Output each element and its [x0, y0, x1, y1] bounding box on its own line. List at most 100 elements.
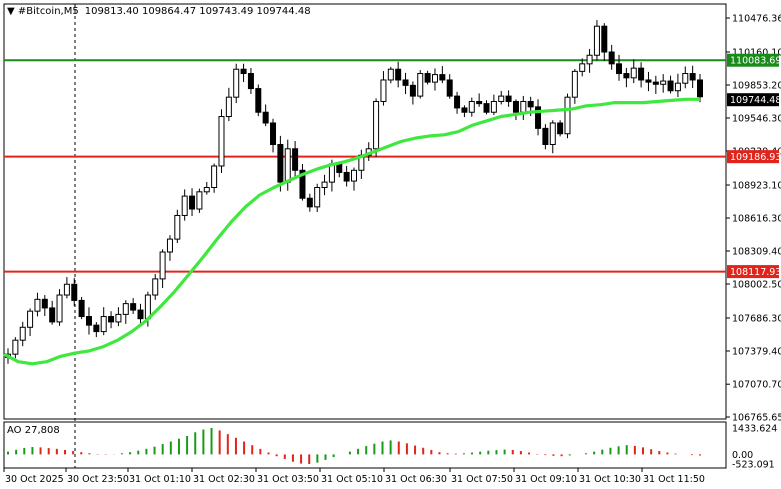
candle [63, 277, 70, 299]
candle [682, 66, 689, 89]
candle [446, 74, 453, 99]
candle [601, 23, 608, 61]
ao-label: AO 27,808 [7, 425, 60, 436]
candle [417, 70, 424, 99]
level-label-bg-support-2 [727, 265, 779, 279]
candle [218, 109, 225, 174]
candle [535, 99, 542, 136]
candle [85, 307, 92, 335]
candle [439, 66, 446, 84]
main-frame-border [3, 3, 727, 420]
awesome-oscillator-bars [7, 428, 701, 464]
candle [108, 311, 115, 329]
candle [174, 209, 181, 244]
candlesticks [5, 20, 703, 364]
candle [630, 59, 637, 84]
candle [652, 75, 659, 94]
candle [130, 298, 137, 314]
candle [674, 73, 681, 98]
price-tick-label: 110160.10 [732, 48, 781, 59]
candle [608, 44, 615, 70]
candle [262, 104, 269, 127]
price-tick-label: 108923.10 [732, 181, 781, 192]
candle [431, 68, 438, 91]
candle [623, 67, 630, 88]
candle [395, 61, 402, 88]
candle [409, 81, 416, 105]
candle [255, 84, 262, 117]
candle [645, 71, 652, 92]
candle [549, 120, 556, 154]
candle [593, 20, 600, 61]
candle [203, 181, 210, 195]
price-tick-label: 108309.40 [732, 247, 781, 258]
price-level-labels: 110083.69 109186.93 108117.93 109744.48 [727, 53, 781, 279]
candle [557, 120, 564, 137]
chart-title: ▼ #Bitcoin,M5 109813.40 109864.47 109743.… [7, 6, 311, 17]
time-tick-label: 31 Oct 02:30 [193, 474, 255, 485]
candle [321, 174, 328, 196]
price-tick-label: 108002.50 [732, 280, 781, 291]
candle [490, 94, 497, 116]
time-tick-label: 31 Oct 01:10 [129, 474, 191, 485]
candle [461, 105, 468, 118]
candle [306, 193, 313, 212]
candle [468, 97, 475, 117]
chart-title-indicator: ▼ [7, 6, 18, 17]
candle [667, 75, 674, 94]
candle [542, 124, 549, 150]
candle [19, 321, 26, 347]
candle [512, 99, 519, 121]
level-label-support-2: 108117.93 [730, 267, 781, 278]
candle [373, 98, 380, 157]
candle [505, 90, 512, 107]
candle [152, 274, 159, 300]
candle [402, 72, 409, 95]
candle [78, 296, 85, 320]
candle [137, 303, 144, 324]
candle [115, 307, 122, 327]
time-tick-label: 30 Oct 23:50 [67, 474, 129, 485]
candle [56, 289, 63, 326]
candle [71, 277, 78, 307]
candle [616, 54, 623, 81]
ao-frame-border [3, 421, 727, 469]
price-tick-label: 106765.65 [732, 413, 781, 424]
chart-ohlc: 109813.40 109864.47 109743.49 109744.48 [85, 6, 311, 17]
moving-average-line [3, 97, 700, 366]
ao-tick-label: 0.00 [732, 450, 753, 461]
level-label-resistance: 110083.69 [730, 56, 781, 67]
time-tick-label: 31 Oct 11:50 [643, 474, 705, 485]
candle [579, 58, 586, 77]
candle [100, 307, 107, 336]
time-tick-label: 31 Oct 05:10 [321, 474, 383, 485]
current-price-bg [727, 93, 779, 107]
candle [93, 322, 100, 338]
candle [314, 183, 321, 212]
candle [189, 188, 196, 217]
candle [586, 49, 593, 73]
time-tick-label: 30 Oct 2025 [5, 474, 64, 485]
candle [270, 118, 277, 153]
price-tick-label: 110476.36 [732, 14, 781, 25]
candle [660, 74, 667, 93]
candle [181, 189, 188, 221]
candle [12, 337, 19, 359]
candle [689, 65, 696, 89]
time-tick-label: 31 Oct 06:30 [385, 474, 447, 485]
candle [277, 135, 284, 192]
candle [483, 100, 490, 115]
candle [247, 67, 254, 95]
chart-symbol: #Bitcoin,M5 [18, 6, 79, 17]
time-tick-label: 31 Oct 10:30 [579, 474, 641, 485]
candle [34, 292, 41, 317]
candle [225, 87, 232, 122]
ao-axis-ticks: 1433.624 0.00-523.091 [732, 424, 777, 471]
candle [571, 68, 578, 104]
candle [351, 167, 357, 191]
candle [454, 91, 461, 114]
time-axis-ticks: 30 Oct 2025 30 Oct 23:50 31 Oct 01:10 31 Oc… [3, 468, 705, 485]
candle [166, 235, 173, 261]
candle [343, 165, 350, 187]
